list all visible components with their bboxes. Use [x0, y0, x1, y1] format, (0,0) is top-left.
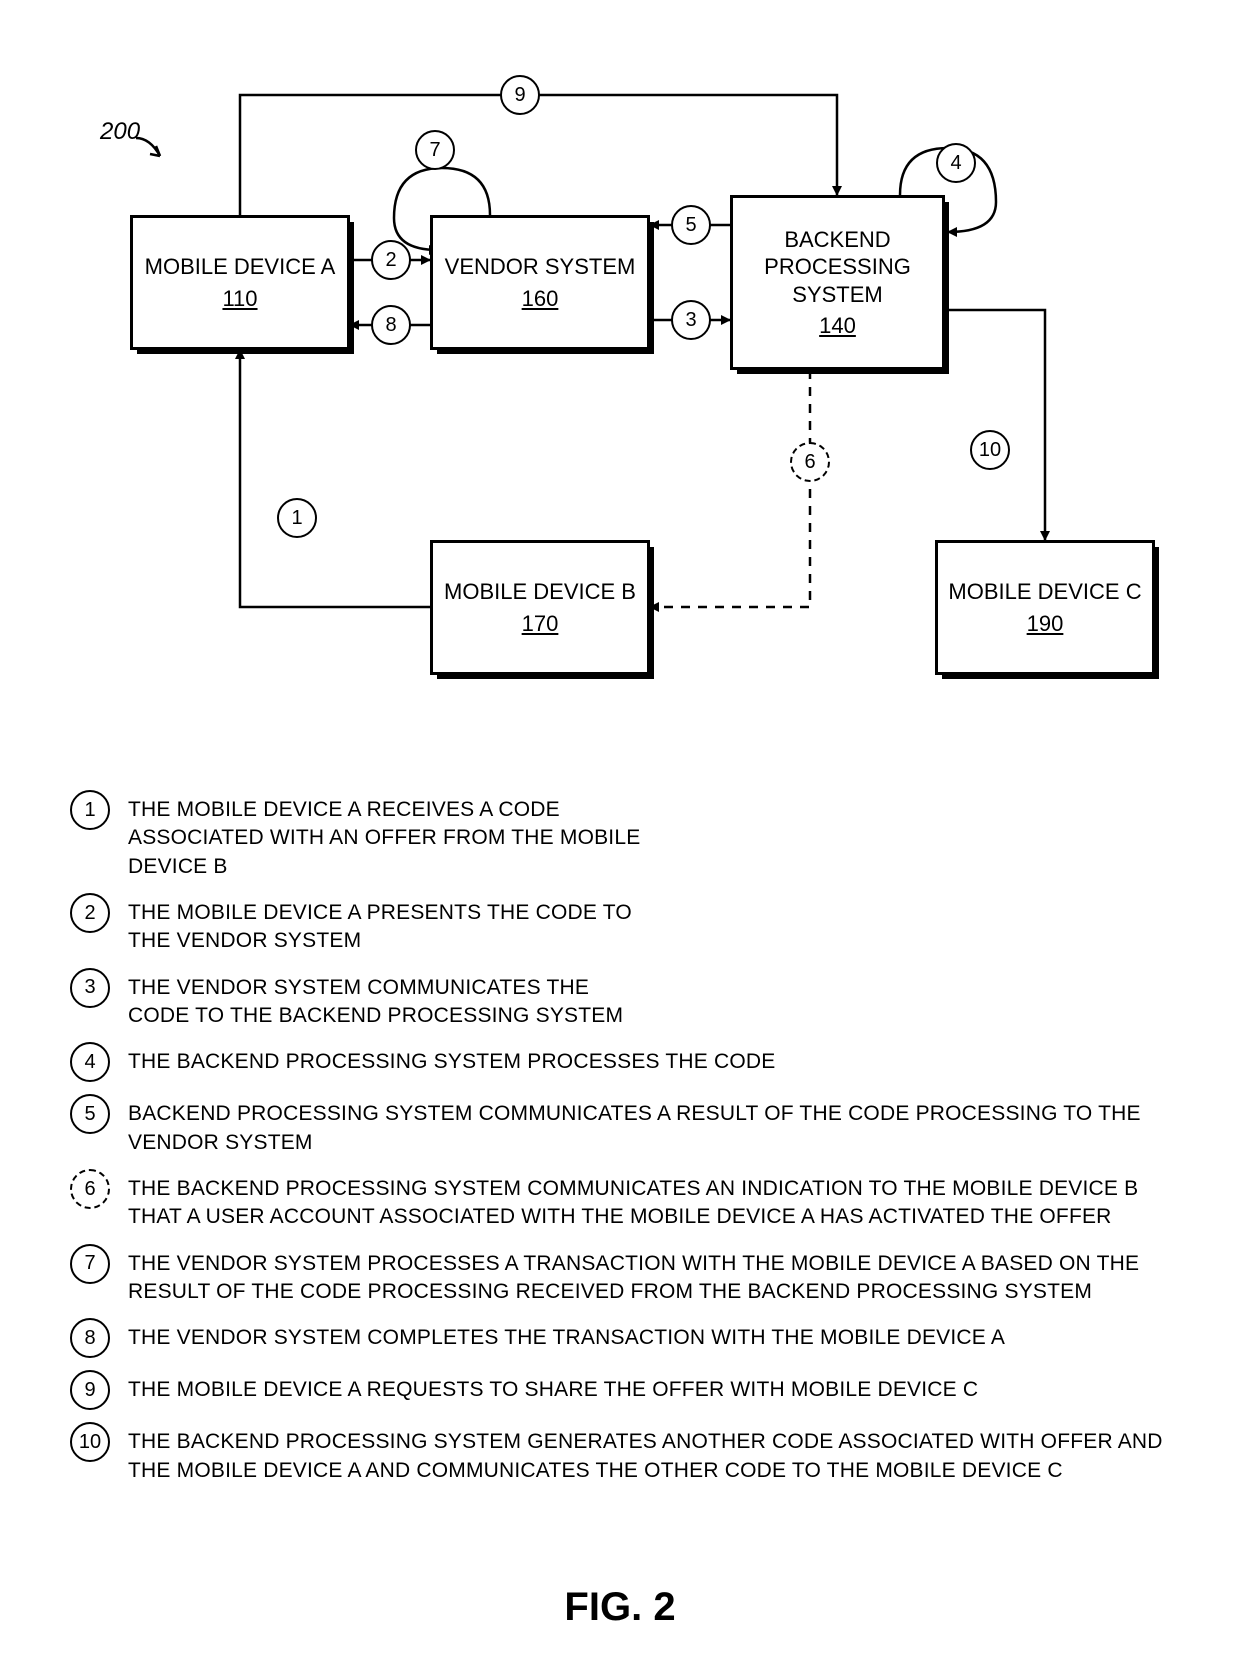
node-id: 160 [522, 285, 559, 313]
edge-badge-10: 10 [970, 430, 1010, 470]
node-id: 110 [222, 285, 257, 313]
legend-text: THE VENDOR SYSTEM COMPLETES THE TRANSACT… [128, 1318, 1005, 1352]
legend-text: THE MOBILE DEVICE A PRESENTS THE CODE TO… [128, 893, 648, 956]
edge-badge-5: 5 [671, 205, 711, 245]
node-label: MOBILE DEVICE A [145, 253, 336, 281]
legend-text: THE BACKEND PROCESSING SYSTEM PROCESSES … [128, 1042, 776, 1076]
node-vendor-system: VENDOR SYSTEM 160 [430, 215, 650, 350]
edge-badge-2: 2 [371, 240, 411, 280]
legend-text: BACKEND PROCESSING SYSTEM COMMUNICATES A… [128, 1094, 1190, 1157]
legend-circle: 9 [70, 1370, 110, 1410]
legend-circle: 8 [70, 1318, 110, 1358]
edge-badge-6: 6 [790, 442, 830, 482]
legend-text: THE BACKEND PROCESSING SYSTEM GENERATES … [128, 1422, 1190, 1485]
legend-circle: 2 [70, 893, 110, 933]
legend-row: 7 THE VENDOR SYSTEM PROCESSES A TRANSACT… [70, 1244, 1190, 1307]
node-id: 170 [522, 610, 559, 638]
edge-badge-7: 7 [415, 130, 455, 170]
edge-badge-3: 3 [671, 300, 711, 340]
legend-circle: 3 [70, 968, 110, 1008]
legend-row: 2 THE MOBILE DEVICE A PRESENTS THE CODE … [70, 893, 1190, 956]
legend-row: 4 THE BACKEND PROCESSING SYSTEM PROCESSE… [70, 1042, 1190, 1082]
node-backend-processing-system: BACKEND PROCESSING SYSTEM 140 [730, 195, 945, 370]
legend-row: 5 BACKEND PROCESSING SYSTEM COMMUNICATES… [70, 1094, 1190, 1157]
node-label: MOBILE DEVICE C [948, 578, 1141, 606]
legend-circle: 6 [70, 1169, 110, 1209]
node-mobile-device-c: MOBILE DEVICE C 190 [935, 540, 1155, 675]
legend-text: THE BACKEND PROCESSING SYSTEM COMMUNICAT… [128, 1169, 1190, 1232]
legend-circle: 4 [70, 1042, 110, 1082]
edge-badge-4: 4 [936, 143, 976, 183]
legend-row: 8 THE VENDOR SYSTEM COMPLETES THE TRANSA… [70, 1318, 1190, 1358]
node-label: MOBILE DEVICE B [444, 578, 636, 606]
legend-row: 10 THE BACKEND PROCESSING SYSTEM GENERAT… [70, 1422, 1190, 1485]
legend-text: THE MOBILE DEVICE A RECEIVES A CODE ASSO… [128, 790, 648, 881]
node-id: 190 [1027, 610, 1064, 638]
node-mobile-device-b: MOBILE DEVICE B 170 [430, 540, 650, 675]
diagram-canvas: 200 MOBILE DEVICE A [0, 0, 1240, 1672]
legend-circle: 7 [70, 1244, 110, 1284]
legend-text: THE VENDOR SYSTEM PROCESSES A TRANSACTIO… [128, 1244, 1190, 1307]
legend-row: 3 THE VENDOR SYSTEM COMMUNICATES THE COD… [70, 968, 1190, 1031]
legend-circle: 1 [70, 790, 110, 830]
legend-text: THE MOBILE DEVICE A REQUESTS TO SHARE TH… [128, 1370, 978, 1404]
node-mobile-device-a: MOBILE DEVICE A 110 [130, 215, 350, 350]
legend-circle: 5 [70, 1094, 110, 1134]
legend-row: 6 THE BACKEND PROCESSING SYSTEM COMMUNIC… [70, 1169, 1190, 1232]
figure-title: FIG. 2 [564, 1585, 675, 1630]
legend-row: 1 THE MOBILE DEVICE A RECEIVES A CODE AS… [70, 790, 1190, 881]
node-label: VENDOR SYSTEM [445, 253, 636, 281]
edge-badge-8: 8 [371, 305, 411, 345]
legend-row: 9 THE MOBILE DEVICE A REQUESTS TO SHARE … [70, 1370, 1190, 1410]
node-id: 140 [819, 312, 856, 340]
node-label: BACKEND PROCESSING SYSTEM [733, 226, 942, 309]
legend: 1 THE MOBILE DEVICE A RECEIVES A CODE AS… [70, 790, 1190, 1497]
legend-circle: 10 [70, 1422, 110, 1462]
edge-badge-1: 1 [277, 498, 317, 538]
legend-text: THE VENDOR SYSTEM COMMUNICATES THE CODE … [128, 968, 648, 1031]
ref-arrow-icon [132, 132, 176, 172]
edge-badge-9: 9 [500, 75, 540, 115]
